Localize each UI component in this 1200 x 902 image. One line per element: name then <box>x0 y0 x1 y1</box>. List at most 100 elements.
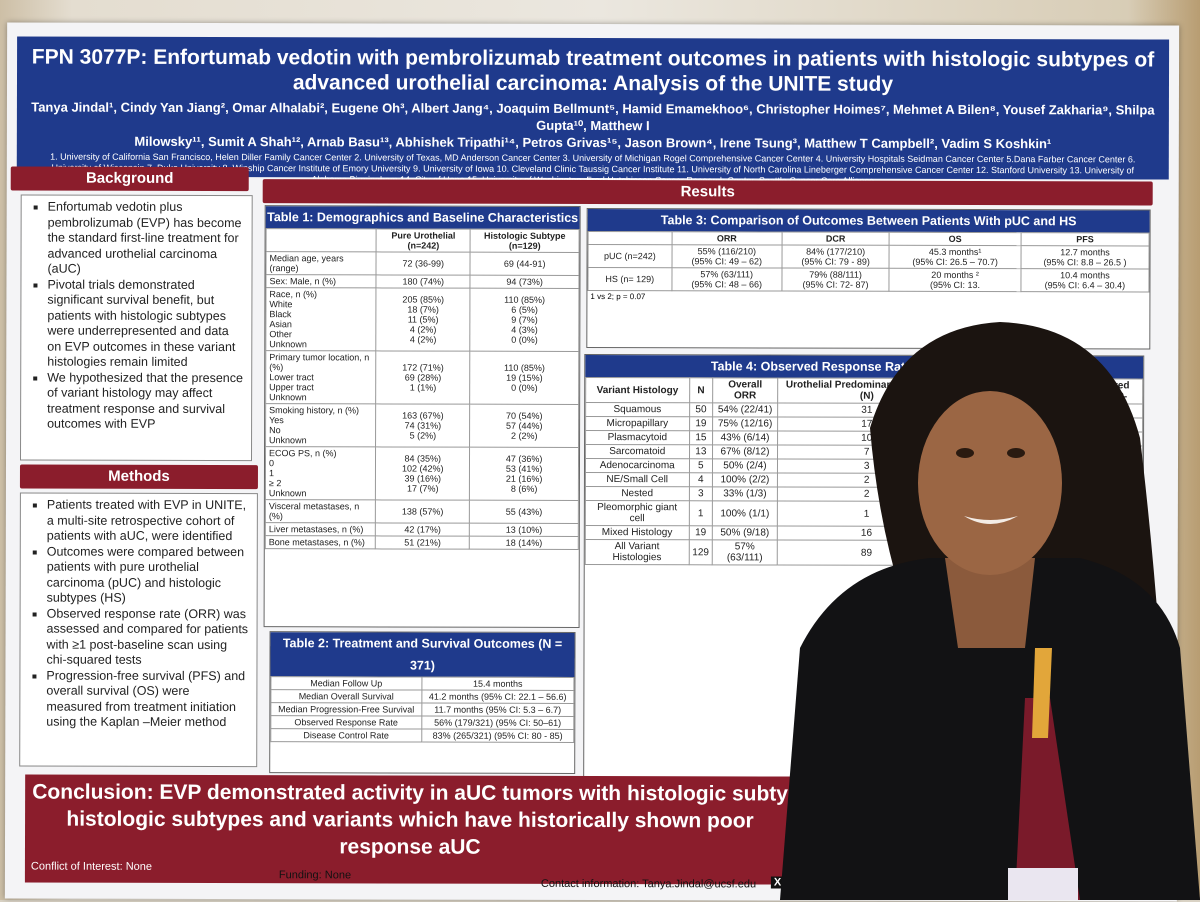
table-cell: Micropapillary <box>585 416 690 431</box>
table-cell: 50% (9/18) <box>712 525 778 540</box>
table-cell: Plasmacytoid <box>585 430 690 445</box>
table-row: Smoking history, n (%) Yes No Unknown 163… <box>265 403 579 448</box>
table-cell: 4 <box>688 472 713 487</box>
table-1-corner <box>266 228 377 252</box>
table-cell: 19 <box>689 416 713 431</box>
table-cell: Squamous <box>585 402 690 417</box>
table-3-header: ORR <box>671 231 782 245</box>
table-cell: 33% (1/3) <box>712 486 778 501</box>
table-3-title: Table 3: Comparison of Outcomes Between … <box>587 208 1150 233</box>
table-cell: 138 (57%) <box>375 499 470 524</box>
table-cell: NE/Small Cell <box>585 472 689 487</box>
table-4-header: Variant Histology <box>585 377 690 403</box>
table-4-header: N <box>689 377 713 403</box>
background-heading: Background <box>10 166 249 192</box>
table-cell: 163 (67%) 74 (31%) 5 (2%) <box>375 403 471 448</box>
contact-text: Contact information: Tanya.Jindal@ucsf.e… <box>540 877 757 891</box>
table-cell: 3 <box>688 486 713 501</box>
table-cell: 57% (63/111) <box>712 539 778 565</box>
table-cell: 43% (6/14) <box>712 430 778 445</box>
table-cell: 67% (8/12) <box>712 444 778 459</box>
table-cell: 15 <box>689 430 713 445</box>
table-cell: Disease Control Rate <box>270 728 422 743</box>
poster-title-2: advanced urothelial carcinoma: Analysis … <box>292 71 894 96</box>
table-row: Bone metastases, n (%) 51 (21%) 18 (14%) <box>265 535 579 550</box>
right-eye-shape <box>1007 448 1025 458</box>
table-cell: pUC (n=242) <box>588 244 672 268</box>
table-row: Median age, years (range) 72 (36-99) 69 (4… <box>265 251 580 276</box>
poster-header: FPN 3077P: Enfortumab vedotin with pembr… <box>16 36 1170 186</box>
table-cell: Median Overall Survival <box>270 689 422 704</box>
table-cell: 129 <box>688 539 713 565</box>
results-heading: Results <box>262 179 1153 206</box>
table-cell: 50 <box>689 402 713 417</box>
methods-item: Outcomes were compared between patients … <box>47 544 249 607</box>
table-1-grid: Pure Urothelial (n=242) Histologic Subtyp… <box>265 228 580 550</box>
table-cell: 18 (14%) <box>469 536 579 550</box>
table-2: Table 2: Treatment and Survival Outcomes… <box>269 631 576 774</box>
table-cell: Mixed Histology <box>585 525 689 540</box>
methods-list: Patients treated with EVP in UNITE, a mu… <box>28 498 249 731</box>
methods-item: Progression-free survival (PFS) and over… <box>46 668 248 731</box>
table-cell: 55 (43%) <box>469 500 579 524</box>
lanyard-shape <box>1015 698 1080 900</box>
table-row: Median Progression-Free Survival 11.7 mon… <box>270 702 574 717</box>
table-3-header: PFS <box>1020 232 1150 246</box>
table-cell: Nested <box>585 486 689 501</box>
table-3-header: DCR <box>781 231 890 246</box>
table-cell: 13 (10%) <box>469 523 579 537</box>
table-cell: 51 (21%) <box>375 535 470 550</box>
table-cell: 10.4 months (95% CI: 6.4 – 30.4) <box>1020 268 1150 292</box>
table-row: Median Follow Up 15.4 months <box>270 676 574 691</box>
background-item: Pivotal trials demonstrated significant … <box>47 277 243 371</box>
table-cell: Median age, years (range) <box>265 251 377 275</box>
table-3-footnote: 1 vs 2; p = 0.07 <box>590 291 646 302</box>
table-cell: Primary tumor location, n (%) Lower trac… <box>265 350 376 404</box>
neck-shape <box>945 558 1035 648</box>
table-cell: 55% (116/210) (95% CI: 49 – 62) <box>671 244 782 268</box>
table-cell: 12.7 months (95% CI: 8.8 – 26.5 ) <box>1020 245 1150 269</box>
table-row: Sex: Male, n (%) 180 (74%) 94 (73%) <box>265 274 579 289</box>
funding-text: Funding: None <box>278 869 352 882</box>
background-list: Enfortumab vedotin plus pembrolizumab (E… <box>29 200 244 433</box>
table-cell: 205 (85%) 18 (7%) 11 (5%) 4 (2%) 4 (2%) <box>375 287 471 352</box>
table-cell: 45.3 months¹ (95% CI: 26.5 – 70.7) <box>889 245 1021 269</box>
table-row: Disease Control Rate 83% (265/321) (95% C… <box>270 728 574 743</box>
table-row: Observed Response Rate 56% (179/321) (95%… <box>270 715 574 730</box>
table-row: Visceral metastases, n (%) 138 (57%) 55 (4… <box>265 499 579 524</box>
methods-box: Patients treated with EVP in UNITE, a mu… <box>19 492 258 768</box>
table-cell: 94 (73%) <box>470 275 579 289</box>
table-cell: Smoking history, n (%) Yes No Unknown <box>265 403 376 447</box>
table-row: pUC (n=242) 55% (116/210) (95% CI: 49 – 6… <box>588 244 1150 269</box>
table-cell: 70 (54%) 57 (44%) 2 (2%) <box>469 404 579 448</box>
table-2-title: Table 2: Treatment and Survival Outcomes… <box>270 632 575 677</box>
table-cell: 19 <box>688 525 713 540</box>
lanyard-stripe-shape <box>1032 648 1052 738</box>
table-cell: 56% (179/321) (95% CI: 50–61) <box>421 716 574 730</box>
table-3-grid: ORR DCR OS PFS pUC (n=242) 55% (116/210) (95%… <box>587 231 1150 292</box>
table-cell: 1 <box>688 500 713 526</box>
table-1-header: Histologic Subtype (n=129) <box>470 229 580 253</box>
table-3-header: OS <box>889 232 1022 246</box>
table-2-grid: Median Follow Up 15.4 months Median Overal… <box>270 676 574 743</box>
table-cell: 11.7 months (95% CI: 5.3 – 6.7) <box>421 703 574 717</box>
poster-authors-2: Milowsky¹¹, Sumit A Shah¹², Arnab Basu¹³… <box>134 133 1052 152</box>
table-cell: 84 (35%) 102 (42%) 39 (16%) 17 (7%) <box>375 446 470 501</box>
table-row: Liver metastases, n (%) 42 (17%) 13 (10%) <box>265 522 579 537</box>
table-cell: 5 <box>688 458 713 473</box>
table-cell: Bone metastases, n (%) <box>265 535 376 549</box>
table-cell: 47 (36%) 53 (41%) 21 (16%) 8 (6%) <box>469 447 579 501</box>
table-1-title: Table 1: Demographics and Baseline Chara… <box>265 206 580 229</box>
background-item: We hypothesized that the presence of var… <box>47 370 243 433</box>
table-cell: Adenocarcinoma <box>585 458 690 473</box>
poster-title-1: FPN 3077P: Enfortumab vedotin with pembr… <box>31 45 1155 72</box>
table-cell: 79% (88/111) (95% CI: 72- 87) <box>781 267 890 292</box>
table-cell: 41.2 months (95% CI: 22.1 – 56.6) <box>421 690 574 704</box>
poster-authors-1: Tanya Jindal¹, Cindy Yan Jiang², Omar Al… <box>31 99 1155 134</box>
table-cell: Median Follow Up <box>270 676 422 691</box>
table-4-header: Overall ORR <box>712 377 778 403</box>
table-cell: 15.4 months <box>421 677 574 691</box>
table-row: Median Overall Survival 41.2 months (95% … <box>270 689 574 704</box>
table-3-header <box>588 231 672 245</box>
table-1-header: Pure Urothelial (n=242) <box>376 228 471 253</box>
